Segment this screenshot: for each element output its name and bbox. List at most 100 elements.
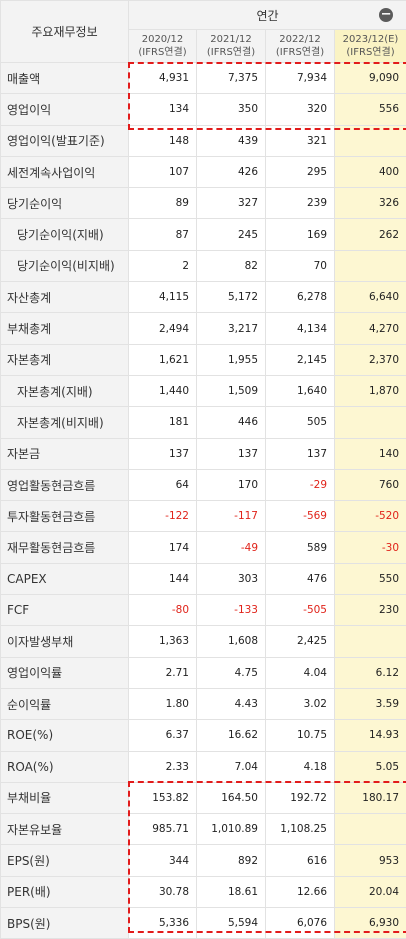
value-cell: 953 [335,845,406,876]
value-cell: 3.02 [266,688,335,719]
value-cell: 589 [266,532,335,563]
value-cell: 4.18 [266,751,335,782]
value-cell: -80 [129,595,197,626]
value-cell [335,407,406,438]
row-label: ROA(%) [1,751,129,782]
value-cell: 262 [335,219,406,250]
value-cell: 5.05 [335,751,406,782]
value-cell: 2,145 [266,344,335,375]
value-cell: 2,370 [335,344,406,375]
value-cell: 4.75 [197,657,266,688]
row-label: 영업활동현금흐름 [1,469,129,500]
basis-text: (IFRS연결) [266,46,334,59]
value-cell: 3.59 [335,688,406,719]
value-cell: 6,930 [335,908,406,939]
row-label: 당기순이익(비지배) [1,250,129,281]
value-cell: 1,440 [129,375,197,406]
row-label: 자산총계 [1,282,129,313]
value-cell: 1,608 [197,626,266,657]
value-cell: 164.50 [197,782,266,813]
value-cell: 192.72 [266,782,335,813]
value-cell: 892 [197,845,266,876]
value-cell: 1,870 [335,375,406,406]
value-cell: 7,934 [266,63,335,94]
value-cell: 616 [266,845,335,876]
table-header: 주요재무정보 연간 − 2020/12(IFRS연결)2021/12(IFRS연… [1,1,406,63]
value-cell: 14.93 [335,720,406,751]
value-cell: 70 [266,250,335,281]
basis-text: (IFRS연결) [129,46,196,59]
basis-text: (IFRS연결) [197,46,265,59]
row-label: 자본금 [1,438,129,469]
row-label: 영업이익(발표기준) [1,125,129,156]
year-column-header: 2021/12(IFRS연결) [197,30,266,63]
value-cell: -122 [129,501,197,532]
row-label: FCF [1,595,129,626]
value-cell: 4,115 [129,282,197,313]
value-cell: 134 [129,94,197,125]
value-cell: 12.66 [266,876,335,907]
year-column-header: 2022/12(IFRS연결) [266,30,335,63]
value-cell: -569 [266,501,335,532]
value-cell: 550 [335,563,406,594]
period-text: 2023/12(E) [335,33,406,46]
value-cell: -49 [197,532,266,563]
value-cell: -29 [266,469,335,500]
value-cell: 7,375 [197,63,266,94]
value-cell: 1,640 [266,375,335,406]
period-text: 2021/12 [197,33,265,46]
value-cell: -117 [197,501,266,532]
row-label: 순이익률 [1,688,129,719]
value-cell: 144 [129,563,197,594]
row-label: 이자발생부채 [1,626,129,657]
value-cell: 2,494 [129,313,197,344]
value-cell: 6,640 [335,282,406,313]
value-cell: 1,621 [129,344,197,375]
value-cell: 321 [266,125,335,156]
row-label: 세전계속사업이익 [1,156,129,187]
value-cell: 6,076 [266,908,335,939]
value-cell: 556 [335,94,406,125]
row-label: 부채비율 [1,782,129,813]
collapse-minus-icon[interactable]: − [379,8,393,22]
value-cell: 20.04 [335,876,406,907]
value-cell: -520 [335,501,406,532]
value-cell: 107 [129,156,197,187]
value-cell: 1,363 [129,626,197,657]
value-cell: 137 [197,438,266,469]
value-cell: 1,955 [197,344,266,375]
value-cell: 16.62 [197,720,266,751]
row-label: CAPEX [1,563,129,594]
value-cell [335,250,406,281]
row-label: 영업이익 [1,94,129,125]
value-cell: 245 [197,219,266,250]
value-cell: 137 [129,438,197,469]
value-cell: 5,172 [197,282,266,313]
value-cell: 6.37 [129,720,197,751]
value-cell: 446 [197,407,266,438]
row-label: 부채총계 [1,313,129,344]
value-cell: 320 [266,94,335,125]
value-cell: 180.17 [335,782,406,813]
year-column-header: 2020/12(IFRS연결) [129,30,197,63]
value-cell: 350 [197,94,266,125]
value-cell: 303 [197,563,266,594]
value-cell: 476 [266,563,335,594]
value-cell: 327 [197,188,266,219]
value-cell: 87 [129,219,197,250]
